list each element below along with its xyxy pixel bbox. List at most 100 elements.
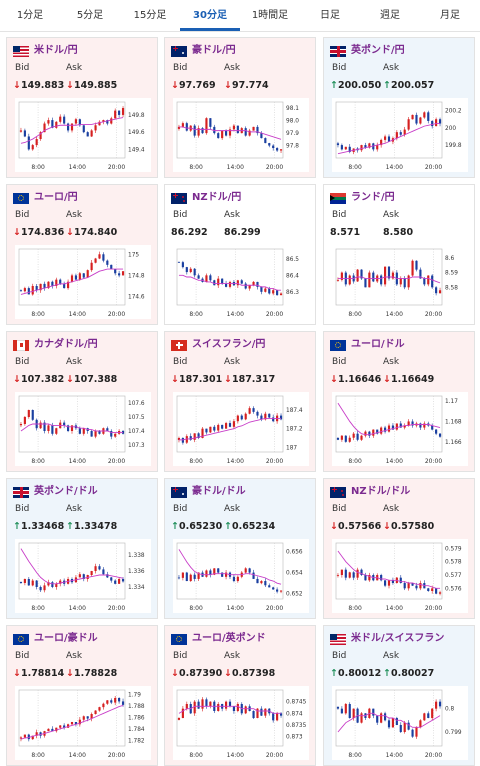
- bid-label: Bid: [173, 63, 188, 73]
- chart-x-tick-label: 14:00: [227, 311, 244, 318]
- currency-pair-link[interactable]: ユーロ/豪ドル: [34, 633, 98, 644]
- bid-label: Bid: [15, 63, 30, 73]
- rate-card[interactable]: ユーロ/英ポンド Bid Ask ↓0.87390 ↓0.87398 8:00 14:00 2…: [164, 625, 316, 766]
- price-chart[interactable]: 8:00 14:00 20:00 1.338 1.336 1.334: [15, 539, 151, 613]
- rate-card[interactable]: ユーロ/円 Bid Ask ↓174.836 ↓174.840 8:00 14:00 20:0…: [6, 184, 158, 325]
- rate-card[interactable]: カナダドル/円 Bid Ask ↓107.382 ↓107.388 8:00 14:00 20…: [6, 331, 158, 472]
- currency-pair-link[interactable]: 米ドル/円: [34, 45, 78, 56]
- candle-body: [248, 285, 251, 289]
- currency-pair-link[interactable]: 英ポンド/円: [351, 45, 405, 56]
- candle-body: [380, 139, 383, 146]
- candle-body: [336, 575, 340, 576]
- candle-body: [205, 118, 208, 134]
- rate-card[interactable]: 豪ドル/円 Bid Ask ↓97.769 ↓97.774 8:00 14:00 20:00 9…: [164, 37, 316, 178]
- price-chart[interactable]: 8:00 14:00 20:00 200.2 200 199.8: [332, 98, 468, 172]
- candlestick-chart: 8:00 14:00 20:00 8.6 8.59 8.58: [335, 248, 458, 318]
- price-chart[interactable]: 8:00 14:00 20:00 0.8 0.799: [332, 686, 468, 760]
- price-chart[interactable]: 8:00 14:00 20:00 8.6 8.59 8.58: [332, 245, 468, 319]
- bid-value: ↓1.16646: [330, 374, 382, 385]
- candle-body: [209, 426, 212, 433]
- candle-body: [98, 254, 101, 259]
- candle-body: [86, 270, 89, 278]
- rate-card[interactable]: 英ポンド/ドル Bid Ask ↑1.33468 ↑1.33478 8:00 14:00 20…: [6, 478, 158, 619]
- price-chart[interactable]: 8:00 14:00 20:00 175 174.8 174.6: [15, 245, 151, 319]
- chart-frame: [18, 689, 126, 747]
- rate-card[interactable]: 米ドル/円 Bid Ask ↓149.883 ↓149.885 8:00 14:00 20:0…: [6, 37, 158, 178]
- rate-card[interactable]: ユーロ/ドル Bid Ask ↓1.16646 ↓1.16649 8:00 14:00 20:…: [323, 331, 475, 472]
- currency-pair-link[interactable]: カナダドル/円: [34, 339, 98, 350]
- price-chart[interactable]: 8:00 14:00 20:00 1.17 1.168 1.166: [332, 392, 468, 466]
- candle-body: [19, 737, 23, 739]
- rate-card[interactable]: 米ドル/スイスフラン Bid Ask ↑0.80012 ↑0.80027 8:00 14:0…: [323, 625, 475, 766]
- tab-timeframe[interactable]: 1時間足: [251, 10, 289, 21]
- rate-card[interactable]: ユーロ/豪ドル Bid Ask ↓1.78814 ↓1.78828 8:00 14:00 20…: [6, 625, 158, 766]
- currency-pair-link[interactable]: 豪ドル/円: [192, 45, 236, 56]
- candlestick-chart: 8:00 14:00 20:00 0.579 0.578 0.577 0.576: [335, 542, 462, 612]
- tab-timeframe[interactable]: 30分足: [180, 0, 240, 31]
- currency-pair-link[interactable]: スイスフラン/円: [192, 339, 266, 350]
- bid-label: Bid: [332, 504, 347, 514]
- candle-body: [252, 711, 255, 718]
- chart-y-tick-label: 149.8: [128, 113, 145, 119]
- candle-body: [189, 436, 192, 440]
- price-chart[interactable]: 8:00 14:00 20:00 149.8 149.6 149.4: [15, 98, 151, 172]
- currency-pair-link[interactable]: ユーロ/英ポンド: [192, 633, 266, 644]
- candle-body: [252, 281, 255, 286]
- tab-timeframe[interactable]: 5分足: [76, 10, 104, 21]
- price-chart[interactable]: 8:00 14:00 20:00 98.1 98.0 97.9 97.8: [173, 98, 309, 172]
- candle-body: [221, 572, 224, 577]
- candle-body: [121, 108, 125, 115]
- rate-card[interactable]: 英ポンド/円 Bid Ask ↑200.050 ↑200.057 8:00 14:00 20:…: [323, 37, 475, 178]
- us-flag-icon: [330, 633, 346, 645]
- arrow-down-icon: ↓: [330, 374, 338, 385]
- candlestick-chart: 8:00 14:00 20:00 1.17 1.168 1.166: [335, 395, 462, 465]
- currency-pair-link[interactable]: ユーロ/ドル: [351, 339, 405, 350]
- tab-timeframe[interactable]: 週足: [380, 10, 400, 21]
- candle-body: [193, 701, 196, 714]
- bid-label: Bid: [332, 651, 347, 661]
- card-header: 米ドル/円: [13, 44, 78, 58]
- currency-pair-link[interactable]: ユーロ/円: [34, 192, 78, 203]
- currency-pair-link[interactable]: NZドル/円: [192, 192, 242, 203]
- price-chart[interactable]: 8:00 14:00 20:00 0.579 0.578 0.577 0.576: [332, 539, 468, 613]
- rate-card[interactable]: NZドル/ドル Bid Ask ↓0.57566 ↓0.57580 8:00 14:00 20…: [323, 478, 475, 619]
- chart-y-tick-label: 86.3: [286, 290, 299, 296]
- candle-body: [228, 129, 232, 136]
- price-chart[interactable]: 8:00 14:00 20:00 0.8745 0.874 0.8735 0.873: [173, 686, 309, 760]
- currency-pair-link[interactable]: 豪ドル/ドル: [192, 486, 246, 497]
- rate-card[interactable]: スイスフラン/円 Bid Ask ↓187.301 ↓187.317 8:00 14:00 2…: [164, 331, 316, 472]
- rate-card[interactable]: ランド/円 Bid Ask 8.571 8.580 8:00 14:00 20:00 8.6 8.…: [323, 184, 475, 325]
- chart-x-tick-label: 8:00: [348, 164, 362, 171]
- currency-pair-link[interactable]: 英ポンド/ドル: [34, 486, 98, 497]
- candle-body: [43, 283, 46, 289]
- candle-body: [368, 575, 371, 581]
- au-flag-icon: [171, 486, 187, 498]
- currency-pair-link[interactable]: 米ドル/スイスフラン: [351, 633, 445, 644]
- price-chart[interactable]: 8:00 14:00 20:00 107.6 107.5 107.4 107.3: [15, 392, 151, 466]
- chart-x-tick-label: 14:00: [227, 164, 244, 171]
- currency-pair-link[interactable]: NZドル/ドル: [351, 486, 411, 497]
- ask-label: Ask: [383, 210, 400, 220]
- tab-timeframe[interactable]: 日足: [320, 10, 340, 21]
- candle-body: [197, 275, 200, 279]
- candle-body: [256, 126, 259, 134]
- candle-body: [110, 118, 113, 124]
- price-chart[interactable]: 8:00 14:00 20:00 0.656 0.654 0.652: [173, 539, 309, 613]
- candlestick-chart: 8:00 14:00 20:00 187.4 187.2 187: [176, 395, 303, 465]
- currency-pair-link[interactable]: ランド/円: [351, 192, 395, 203]
- candle-body: [177, 261, 181, 263]
- candle-body: [82, 125, 85, 133]
- ask-label: Ask: [66, 504, 83, 514]
- tab-timeframe[interactable]: 15分足: [133, 10, 167, 21]
- price-chart[interactable]: 8:00 14:00 20:00 1.79 1.788 1.786 1.784 1.782: [15, 686, 151, 760]
- rate-card[interactable]: NZドル/円 Bid Ask 86.292 86.299 8:00 14:00 20:00 86…: [164, 184, 316, 325]
- candle-body: [360, 435, 363, 440]
- candle-body: [348, 146, 351, 152]
- price-chart[interactable]: 8:00 14:00 20:00 86.5 86.4 86.3: [173, 245, 309, 319]
- tab-timeframe[interactable]: 1分足: [16, 10, 44, 21]
- tab-timeframe[interactable]: 月足: [440, 10, 460, 21]
- price-chart[interactable]: 8:00 14:00 20:00 187.4 187.2 187: [173, 392, 309, 466]
- rate-card[interactable]: 豪ドル/ドル Bid Ask ↑0.65230 ↑0.65234 8:00 14:00 20:…: [164, 478, 316, 619]
- candle-body: [232, 576, 236, 582]
- candle-body: [98, 431, 101, 434]
